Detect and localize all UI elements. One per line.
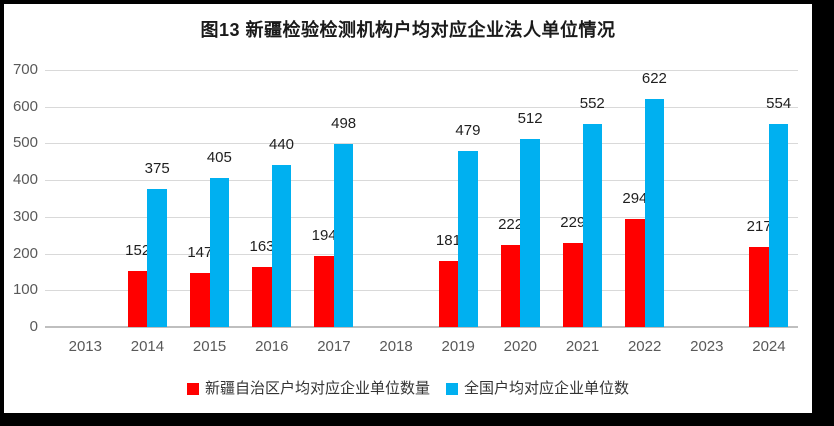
legend-item-national: 全国户均对应企业单位数 (446, 381, 629, 397)
legend-swatch-xinjiang (186, 383, 199, 395)
data-label-national-2024: 554 (766, 94, 792, 112)
y-tick-700: 700 (12, 61, 38, 78)
gridline-500 (45, 143, 798, 145)
gridline-200 (45, 253, 798, 255)
y-tick-0: 0 (29, 318, 38, 335)
x-tick-2015: 2015 (192, 338, 227, 355)
data-label-xinjiang-2021: 229 (560, 213, 586, 231)
bar-national-2020 (520, 139, 540, 327)
bar-national-2017 (333, 144, 354, 327)
data-label-xinjiang-2024: 217 (746, 218, 772, 236)
bar-national-2022 (644, 98, 665, 327)
x-tick-2022: 2022 (627, 338, 662, 355)
bar-xinjiang-2019 (438, 260, 459, 327)
chart-title: 图13 新疆检验检测机构户均对应企业法人单位情况 (200, 20, 616, 40)
gridline-600 (45, 106, 798, 108)
x-tick-2018: 2018 (379, 338, 413, 355)
chart-panel: 图13 新疆检验检测机构户均对应企业法人单位情况 0 100 200 300 400 50… (4, 4, 812, 413)
data-label-national-2014: 375 (144, 160, 170, 178)
y-tick-500: 500 (12, 134, 38, 152)
data-label-xinjiang-2017: 194 (311, 226, 337, 244)
x-tick-2020: 2020 (503, 338, 538, 355)
bar-national-2015 (209, 178, 230, 327)
y-tick-600: 600 (12, 97, 38, 115)
data-label-xinjiang-2019: 181 (435, 231, 461, 249)
data-label-xinjiang-2014: 152 (125, 242, 151, 260)
x-tick-2017: 2017 (317, 338, 351, 355)
gridline-300 (45, 216, 798, 218)
legend: 新疆自治区户均对应企业单位数量 全国户均对应企业单位数 (4, 381, 812, 397)
data-label-national-2015: 405 (206, 149, 232, 167)
bar-xinjiang-2016 (252, 267, 272, 327)
y-tick-300: 300 (12, 207, 38, 225)
x-tick-2014: 2014 (130, 338, 165, 355)
legend-label-national: 全国户均对应企业单位数 (464, 380, 630, 397)
x-axis-line (45, 326, 798, 328)
y-tick-200: 200 (12, 244, 38, 262)
bar-national-2019 (458, 151, 478, 327)
data-label-national-2016: 440 (268, 136, 295, 154)
legend-item-xinjiang: 新疆自治区户均对应企业单位数量 (186, 380, 430, 397)
bar-xinjiang-2022 (625, 219, 645, 327)
x-tick-2019: 2019 (441, 338, 475, 355)
legend-swatch-national (446, 383, 458, 395)
bar-xinjiang-2015 (190, 273, 210, 327)
bar-national-2024 (768, 123, 789, 327)
y-tick-100: 100 (12, 281, 38, 299)
x-tick-2023: 2023 (690, 338, 724, 355)
x-tick-2024: 2024 (752, 338, 786, 355)
gridline-100 (45, 290, 798, 292)
bar-national-2021 (582, 124, 602, 327)
bar-national-2016 (271, 165, 292, 327)
x-tick-2016: 2016 (255, 338, 289, 355)
bar-national-2014 (147, 189, 167, 327)
data-label-xinjiang-2016: 163 (249, 238, 275, 256)
legend-label-xinjiang: 新疆自治区户均对应企业单位数量 (204, 380, 430, 397)
y-tick-400: 400 (12, 171, 38, 189)
bar-xinjiang-2020 (500, 245, 521, 327)
gridline-700 (45, 70, 798, 71)
x-tick-2021: 2021 (565, 338, 600, 355)
bar-xinjiang-2024 (749, 247, 769, 327)
data-label-national-2017: 498 (331, 115, 357, 133)
bar-xinjiang-2021 (563, 242, 583, 327)
data-label-national-2020: 512 (517, 110, 543, 128)
x-tick-2013: 2013 (68, 338, 102, 355)
data-label-xinjiang-2015: 147 (187, 244, 213, 262)
data-label-xinjiang-2020: 222 (498, 216, 524, 234)
bar-xinjiang-2014 (127, 271, 148, 327)
bar-xinjiang-2017 (314, 255, 334, 327)
gridline-400 (45, 180, 798, 182)
data-label-national-2021: 552 (579, 95, 605, 113)
data-label-national-2019: 479 (455, 122, 481, 140)
data-label-national-2022: 622 (641, 69, 667, 87)
data-label-xinjiang-2022: 294 (622, 190, 648, 208)
plot-area: 0 100 200 300 400 500 600 700 2013 2014 152 375 2015… (4, 4, 812, 413)
